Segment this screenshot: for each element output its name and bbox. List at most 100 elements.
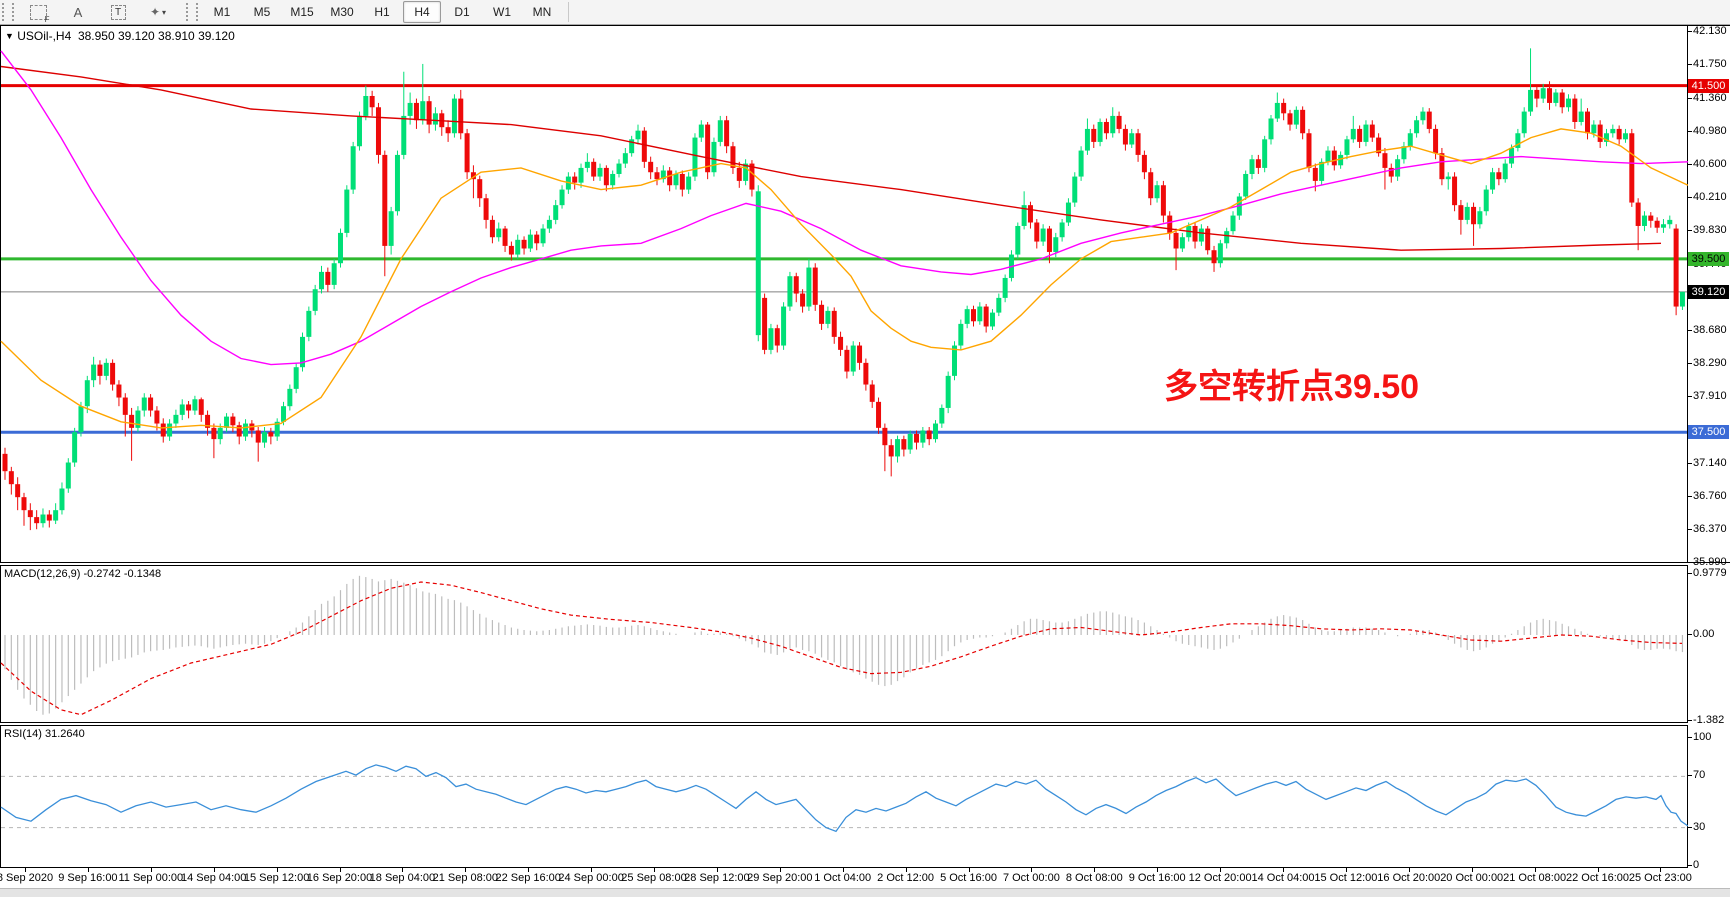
time-tick [339,868,341,872]
time-tick-label: 11 Sep 00:00 [118,872,184,884]
time-tick-label: 22 Oct 16:00 [1566,872,1629,884]
time-tick-label: 25 Sep 08:00 [621,872,687,884]
time-tick-label: 5 Oct 16:00 [940,872,997,884]
window-bottom-edge [0,888,1730,897]
ma-slow [0,65,1662,251]
macd-tick-label: -1.382 [1693,714,1725,727]
price-tick-label: 40.600 [1693,158,1727,170]
chart-menu-triangle-icon[interactable]: ▼ [5,31,14,41]
time-tick-label: 9 Oct 16:00 [1128,872,1186,884]
timeframe-button-h4[interactable]: H4 [403,1,441,23]
time-tick-label: 22 Sep 16:00 [495,872,561,884]
toolbar-grip[interactable] [2,3,14,21]
price-tick-label: 38.680 [1693,324,1727,336]
time-tick [1534,868,1536,872]
arrows-objects-icon[interactable]: ✦ ▾ [149,5,167,19]
timeframe-button-h1[interactable]: H1 [374,5,390,19]
macd-signal-line [0,581,1683,716]
time-tick-label: 8 Oct 08:00 [1065,872,1123,884]
timeframe-button-w1[interactable]: W1 [493,5,511,19]
rsi-tick-label: 30 [1693,820,1706,833]
price-tick-label: 41.750 [1693,58,1727,70]
time-tick-label: 18 Sep 04:00 [369,872,436,884]
time-tick [779,868,781,872]
timeframe-button-m30[interactable]: M30 [330,5,354,19]
rsi-panel[interactable]: RSI(14) 31.2640 [0,725,1689,868]
text-label-icon[interactable]: A [73,4,83,20]
price-tick [1688,496,1692,497]
candlestick-series [2,48,1685,531]
time-tick [716,868,718,872]
time-tick-label: 16 Oct 20:00 [1377,872,1441,884]
candlestick-chart[interactable]: 多空转折点39.50 [0,26,1689,562]
price-tick-label: 38.290 [1693,357,1727,369]
time-tick [150,868,152,872]
price-tick-label: 36.370 [1693,523,1727,535]
price-scale[interactable]: 42.130 41.750 41.360 40.980 40.600 40.210 39.8… [1688,25,1730,568]
timeframe-button-d1[interactable]: D1 [454,5,470,19]
price-tick [1688,131,1692,132]
time-tick [1471,868,1473,872]
price-tick [1688,230,1692,231]
time-tick-label: 14 Oct 04:00 [1251,872,1315,884]
rsi-tick [1688,865,1692,866]
main-chart-panel[interactable]: ▼ USOil-,H4 38.950 39.120 38.910 39.120 … [0,25,1689,563]
time-tick [1345,868,1347,872]
time-tick [1220,868,1222,872]
time-tick [402,868,404,872]
time-tick-label: 20 Oct 00:00 [1440,872,1504,884]
symbol-quote-label: ▼ USOil-,H4 38.950 39.120 38.910 39.120 [5,29,235,43]
price-tick-label: 37.910 [1693,390,1727,402]
macd-tick-label: 0.9779 [1693,567,1727,580]
price-tick [1688,330,1692,331]
timeframe-button-m15[interactable]: M15 [290,5,314,19]
time-tick [842,868,844,872]
price-tick [1688,31,1692,32]
time-tick-label: 21 Sep 08:00 [432,872,499,884]
time-tick-label: 15 Sep 12:00 [243,872,310,884]
time-tick [1408,868,1410,872]
time-tick [1031,868,1033,872]
rsi-tick-label: 70 [1693,769,1706,782]
price-tick-label: 40.210 [1693,191,1727,203]
timeframe-button-mn[interactable]: MN [532,5,552,19]
rsi-line [0,764,1689,833]
rsi-tick-label: 100 [1693,731,1712,743]
price-tick [1688,197,1692,198]
time-tick [654,868,655,872]
horizontal-lines[interactable] [1,84,1687,434]
ma-fast [0,128,1689,429]
price-tick-label: 42.130 [1693,25,1727,37]
timeframe-button-m5[interactable]: M5 [253,5,271,19]
chevron-down-icon: ▾ [162,7,167,17]
time-tick [213,868,215,872]
macd-label: MACD(12,26,9) -0.2742 -0.1348 [4,568,162,580]
time-tick [591,868,593,872]
price-badge-39.500: 39.500 [1688,251,1729,266]
time-tick [276,868,278,872]
macd-panel[interactable]: MACD(12,26,9) -0.2742 -0.1348 [0,565,1688,723]
time-tick [1597,868,1599,872]
price-tick [1688,164,1692,165]
time-tick-label: 9 Sep 16:00 [58,872,118,884]
time-axis[interactable]: 8 Sep 2020 9 Sep 16:00 11 Sep 00:00 14 Sep … [0,868,1730,888]
time-tick [528,868,530,872]
price-badge-41.500: 41.500 [1688,78,1729,93]
price-tick [1688,396,1692,397]
price-tick [1688,562,1692,563]
text-box-icon[interactable]: T [99,1,137,23]
time-tick-label: 28 Sep 12:00 [684,872,750,884]
time-tick-label: 12 Oct 20:00 [1188,872,1252,884]
toolbar-grip[interactable] [186,3,198,21]
moving-averages [0,50,1689,429]
time-tick [25,868,26,872]
timeframe-button-m1[interactable]: M1 [213,5,231,19]
price-tick [1688,363,1692,364]
rsi-scale[interactable]: 100 70 30 0 [1688,725,1730,871]
macd-tick-label: 0.00 [1693,628,1715,640]
time-tick-label: 21 Oct 08:00 [1503,872,1567,884]
macd-scale[interactable]: 0.9779 0.00 -1.382 [1688,565,1730,727]
toolbar-separator [568,2,569,22]
price-tick-label: 39.830 [1693,224,1727,236]
crosshair-grid-icon[interactable] [19,1,57,24]
